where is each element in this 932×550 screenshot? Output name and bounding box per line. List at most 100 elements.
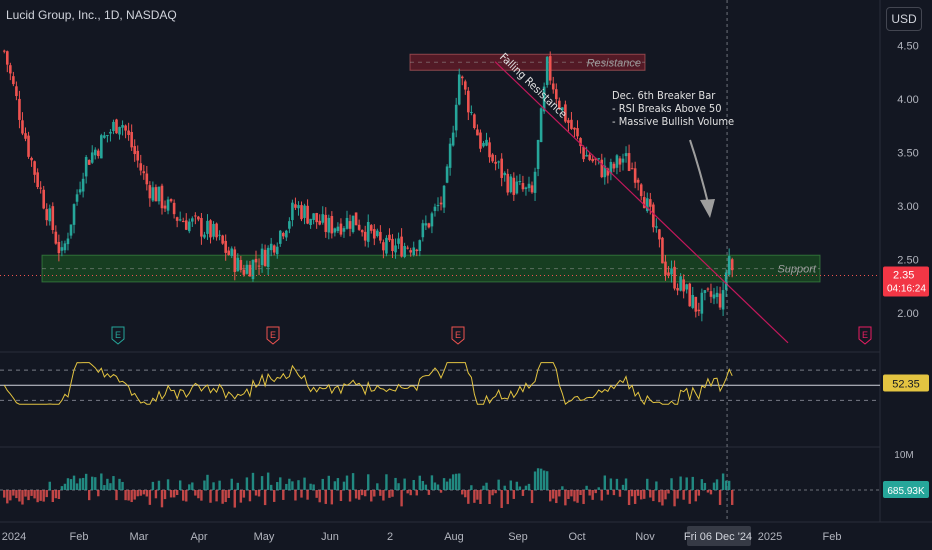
volume-bar: [188, 484, 191, 490]
volume-bar: [630, 490, 634, 497]
rsi-value-label: 52.35: [892, 379, 920, 391]
volume-bar: [627, 490, 631, 506]
volume-bar: [324, 490, 327, 504]
candle-body: [385, 237, 388, 254]
candle-body: [63, 243, 67, 251]
volume-bar: [445, 481, 449, 490]
candle-body: [524, 187, 528, 190]
volume-bar: [636, 490, 640, 496]
candle-body: [694, 296, 698, 312]
volume-bar: [655, 481, 658, 490]
volume-bar: [354, 490, 358, 499]
annotation-line: - RSI Breaks Above 50: [612, 102, 722, 115]
candle-body: [418, 240, 422, 252]
volume-bar: [491, 490, 494, 496]
volume-bar: [315, 490, 318, 498]
time-tick: Jun: [321, 531, 339, 543]
volume-bar: [57, 490, 61, 499]
candle-body: [2, 50, 6, 52]
candle-body: [612, 163, 616, 169]
annotation-arrowhead: [700, 199, 715, 218]
candle-body: [333, 228, 337, 233]
volume-pane: 10M 685.93K: [0, 450, 929, 508]
volume-bar: [3, 490, 6, 498]
candle-body: [727, 256, 731, 275]
candle-body: [457, 74, 461, 105]
volume-bar: [151, 481, 155, 490]
volume-bar: [97, 490, 100, 497]
volume-bar: [148, 490, 152, 505]
volume-bar: [424, 484, 428, 490]
candle-body: [676, 288, 679, 291]
volume-bar: [530, 490, 534, 504]
candle-body: [673, 266, 676, 289]
volume-bar: [509, 480, 512, 490]
volume-bar: [312, 484, 315, 490]
volume-bar: [482, 485, 485, 490]
candle-body: [172, 202, 176, 215]
candle-body: [93, 149, 97, 156]
candle-body: [667, 272, 670, 276]
candle-body: [691, 294, 695, 308]
candle-body: [700, 292, 704, 314]
currency-button[interactable]: USD: [886, 7, 922, 31]
candle-body: [297, 205, 300, 209]
volume-bar: [570, 490, 573, 497]
candle-body: [66, 238, 70, 245]
volume-bar: [91, 476, 94, 490]
volume-bar: [397, 483, 400, 490]
candle-body: [306, 205, 309, 224]
volume-bar: [115, 490, 118, 501]
candle-body: [218, 234, 221, 236]
candle-body: [597, 158, 601, 160]
candle-body: [436, 205, 440, 207]
volume-bar: [488, 490, 491, 505]
volume-bar: [330, 490, 334, 505]
volume-bar: [454, 473, 458, 490]
axes: 4.50 4.00 3.50 3.00 2.50 2.00 2.35 04:16:24 2024…: [2, 41, 929, 546]
volume-bar: [555, 490, 558, 504]
price-tick: 4.00: [897, 94, 918, 106]
volume-bar: [300, 490, 303, 498]
candle-body: [491, 154, 494, 162]
volume-bar: [103, 485, 106, 490]
earnings-label: E: [270, 330, 276, 340]
candle-body: [521, 183, 525, 190]
volume-bar: [245, 477, 249, 490]
volume-bar: [242, 490, 246, 498]
volume-bar: [194, 490, 197, 496]
candle-body: [9, 65, 12, 74]
volume-bar: [127, 490, 130, 501]
candle-body: [163, 205, 167, 209]
candle-body: [430, 213, 434, 227]
volume-bar: [9, 490, 12, 501]
candle-body: [633, 168, 637, 183]
rsi-line: [3, 362, 733, 406]
candle-body: [545, 56, 549, 85]
volume-bar: [172, 490, 176, 498]
candle-body: [515, 181, 519, 194]
volume-bar: [527, 483, 531, 490]
time-tick: 2024: [2, 531, 26, 543]
volume-bar: [539, 468, 543, 490]
countdown-label: 04:16:24: [887, 284, 926, 295]
candle-body: [391, 238, 394, 252]
candle-body: [242, 269, 246, 275]
candle-body: [57, 241, 61, 254]
candle-body: [184, 220, 188, 230]
candle-body: [433, 206, 437, 211]
candle-body: [69, 224, 73, 236]
candle-body: [39, 187, 42, 189]
volume-bar: [394, 477, 397, 490]
volume-bar: [427, 490, 431, 495]
candle-body: [448, 143, 452, 168]
candle-body: [445, 166, 449, 183]
candle-body: [645, 198, 649, 212]
volume-bar: [200, 490, 203, 501]
volume-axis-label: 10M: [894, 450, 913, 461]
candle-body: [21, 120, 24, 134]
volume-bar: [273, 490, 276, 502]
volume-bar: [652, 490, 655, 502]
volume-bar: [682, 490, 685, 500]
